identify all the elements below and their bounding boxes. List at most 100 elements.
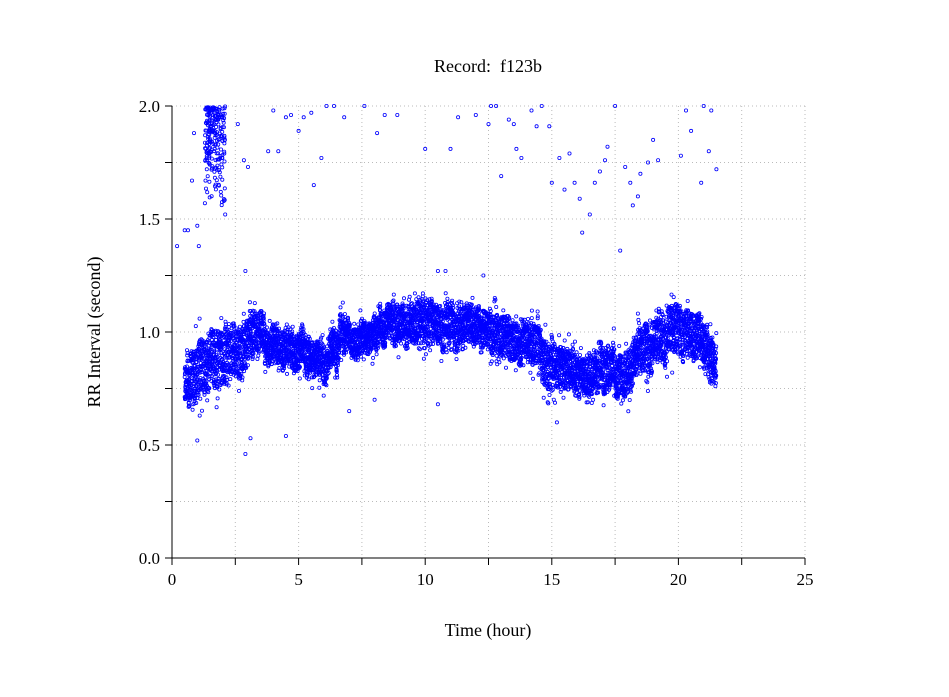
data-point [308, 370, 313, 375]
data-point [378, 301, 383, 306]
data-point [347, 322, 352, 327]
data-point [503, 365, 508, 370]
data-point [353, 355, 358, 360]
data-point [404, 343, 409, 348]
data-point [553, 400, 558, 405]
data-point [383, 343, 388, 348]
data-point [400, 301, 405, 306]
data-point [190, 407, 195, 412]
data-point [352, 338, 357, 343]
data-point [201, 339, 206, 344]
data-point [370, 320, 375, 325]
data-point [459, 300, 464, 305]
data-point [340, 300, 345, 305]
data-point [338, 305, 343, 310]
data-point [513, 368, 518, 373]
data-point [255, 337, 260, 342]
data-point [207, 386, 212, 391]
data-point [391, 298, 396, 303]
data-point [284, 371, 289, 376]
data-point [206, 390, 211, 395]
data-point [227, 355, 232, 360]
data-point [275, 321, 280, 326]
data-point [376, 340, 381, 345]
data-point [341, 352, 346, 357]
data-point [528, 370, 533, 375]
data-point [337, 346, 342, 351]
data-point [470, 295, 475, 300]
data-point [372, 311, 377, 316]
data-point [259, 309, 264, 314]
data-point [535, 309, 540, 314]
data-point [226, 383, 231, 388]
data-point [330, 319, 335, 324]
data-point [371, 355, 376, 360]
data-point [543, 322, 548, 327]
data-point [335, 363, 340, 368]
data-point [306, 377, 311, 382]
data-point [214, 405, 219, 410]
data-point [391, 292, 396, 297]
data-points [175, 104, 719, 456]
data-point [285, 329, 290, 334]
data-point [328, 364, 333, 369]
data-point [412, 291, 417, 296]
data-point [324, 376, 329, 381]
data-point [311, 375, 316, 380]
data-point [231, 321, 236, 326]
data-point [222, 377, 227, 382]
data-point [208, 347, 213, 352]
data-point [321, 364, 326, 369]
data-point [251, 351, 256, 356]
data-point [237, 324, 242, 329]
data-point [264, 325, 269, 330]
data-point [531, 376, 536, 381]
data-point [327, 343, 332, 348]
data-point [236, 332, 241, 337]
data-point [401, 296, 406, 301]
data-point [228, 377, 233, 382]
data-point [445, 296, 450, 301]
data-point [244, 365, 249, 370]
data-point [501, 308, 506, 313]
data-point [376, 345, 381, 350]
data-point [333, 328, 338, 333]
data-point [514, 314, 519, 319]
data-point [198, 376, 203, 381]
data-point [245, 363, 250, 368]
data-point [212, 348, 217, 353]
data-point [510, 318, 515, 323]
data-point [252, 301, 257, 306]
data-point [407, 294, 412, 299]
data-point [324, 383, 329, 388]
data-point [202, 347, 207, 352]
data-point [196, 392, 201, 397]
data-point [305, 336, 310, 341]
data-point [405, 345, 410, 350]
data-point [256, 350, 261, 355]
data-point [245, 356, 250, 361]
data-point [196, 380, 201, 385]
data-point [250, 356, 255, 361]
data-point [248, 326, 253, 331]
data-point [439, 358, 444, 363]
data-point [393, 343, 398, 348]
data-point [301, 327, 306, 332]
data-point [240, 375, 245, 380]
data-point [217, 387, 222, 392]
data-point [187, 404, 192, 409]
data-point [326, 370, 331, 375]
data-point [198, 396, 203, 401]
data-point [276, 326, 281, 331]
data-point [252, 309, 257, 314]
data-point [197, 316, 202, 321]
data-point [211, 377, 216, 382]
data-point [328, 327, 333, 332]
data-point [202, 392, 207, 397]
data-point [352, 321, 357, 326]
data-point [187, 383, 192, 388]
data-point [317, 385, 322, 390]
data-point [215, 396, 220, 401]
data-point [228, 339, 233, 344]
